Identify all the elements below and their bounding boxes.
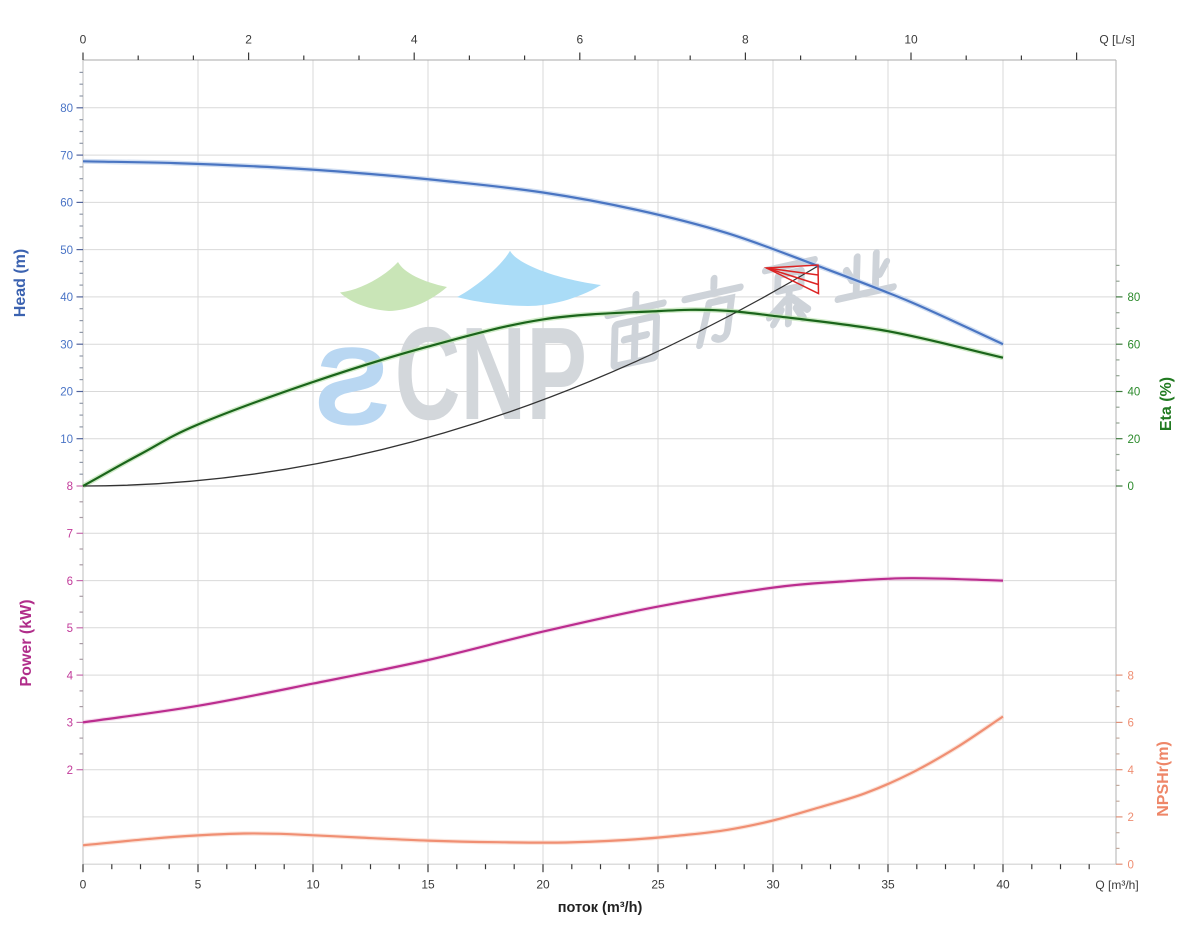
svg-text:NPSHr(m): NPSHr(m) xyxy=(1155,741,1172,817)
svg-text:80: 80 xyxy=(60,103,73,115)
svg-text:5: 5 xyxy=(67,623,73,635)
svg-text:80: 80 xyxy=(1128,292,1141,304)
svg-text:Q [L/s]: Q [L/s] xyxy=(1099,33,1134,47)
svg-text:70: 70 xyxy=(60,150,73,162)
svg-text:50: 50 xyxy=(60,245,73,257)
svg-text:Head (m): Head (m) xyxy=(12,249,29,317)
svg-text:0: 0 xyxy=(80,878,87,892)
svg-text:0: 0 xyxy=(1128,859,1134,871)
svg-text:Power (kW): Power (kW) xyxy=(18,599,35,686)
svg-text:8: 8 xyxy=(67,481,73,493)
svg-text:3: 3 xyxy=(67,718,73,730)
svg-text:40: 40 xyxy=(996,878,1010,892)
svg-text:20: 20 xyxy=(1128,434,1141,446)
svg-text:8: 8 xyxy=(742,33,749,47)
svg-text:Q [m³/h]: Q [m³/h] xyxy=(1095,878,1138,892)
svg-text:2: 2 xyxy=(67,765,73,777)
svg-text:поток (m³/h): поток (m³/h) xyxy=(558,900,643,916)
svg-text:10: 10 xyxy=(904,33,918,47)
svg-text:S: S xyxy=(314,325,390,448)
svg-text:0: 0 xyxy=(80,33,87,47)
svg-text:6: 6 xyxy=(576,33,583,47)
svg-text:35: 35 xyxy=(881,878,895,892)
svg-text:20: 20 xyxy=(60,387,73,399)
svg-text:30: 30 xyxy=(60,339,73,351)
svg-text:15: 15 xyxy=(421,878,435,892)
svg-text:4: 4 xyxy=(411,33,418,47)
svg-text:5: 5 xyxy=(195,878,202,892)
svg-text:4: 4 xyxy=(67,670,74,682)
svg-text:40: 40 xyxy=(60,292,73,304)
svg-text:7: 7 xyxy=(67,529,73,541)
svg-text:10: 10 xyxy=(60,434,73,446)
svg-text:6: 6 xyxy=(67,576,73,588)
svg-text:60: 60 xyxy=(60,198,73,210)
svg-text:30: 30 xyxy=(766,878,780,892)
svg-text:60: 60 xyxy=(1128,339,1141,351)
svg-text:2: 2 xyxy=(245,33,252,47)
svg-text:Eta (%): Eta (%) xyxy=(1158,377,1175,431)
svg-text:40: 40 xyxy=(1128,387,1141,399)
svg-text:2: 2 xyxy=(1128,812,1134,824)
svg-text:6: 6 xyxy=(1128,718,1134,730)
svg-text:25: 25 xyxy=(651,878,665,892)
svg-text:0: 0 xyxy=(1128,481,1134,493)
svg-text:8: 8 xyxy=(1128,670,1134,682)
svg-text:4: 4 xyxy=(1128,765,1135,777)
svg-text:20: 20 xyxy=(536,878,550,892)
svg-text:CNP: CNP xyxy=(395,300,587,448)
svg-text:10: 10 xyxy=(306,878,320,892)
